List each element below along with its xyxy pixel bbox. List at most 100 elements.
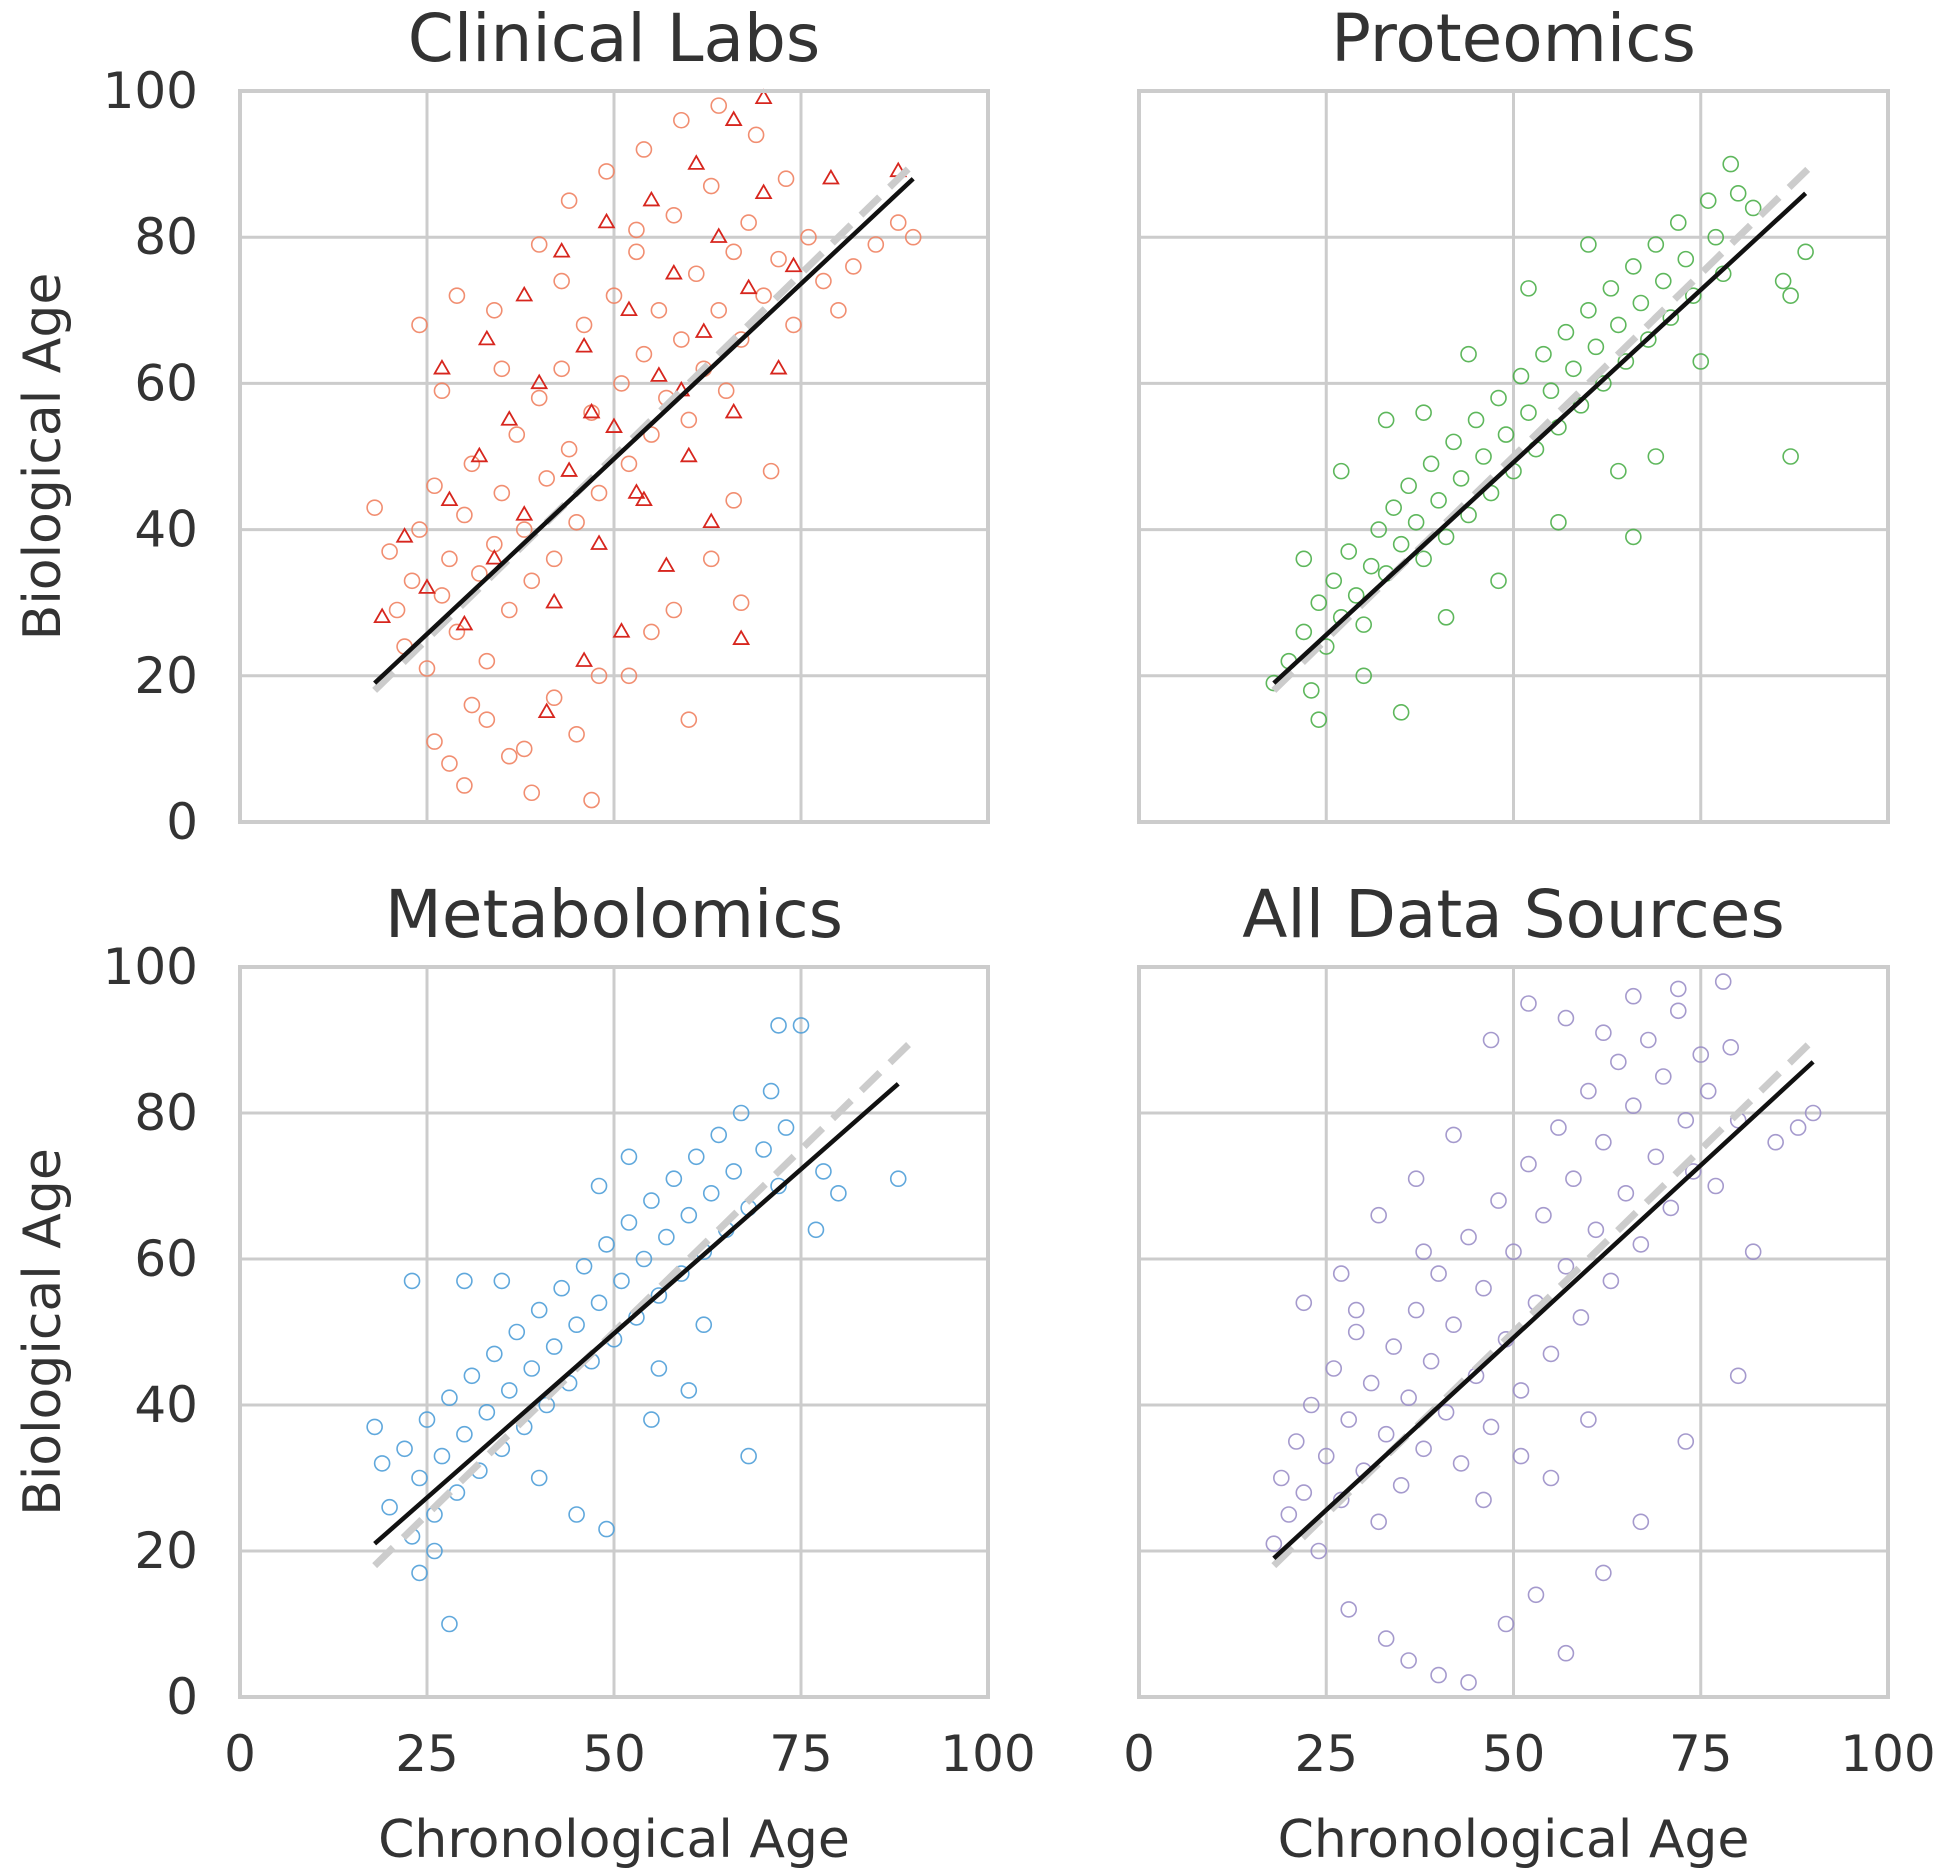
data-point bbox=[1505, 1243, 1522, 1260]
panel-2: Proteomics bbox=[1137, 0, 1890, 824]
data-point bbox=[724, 110, 743, 126]
data-point bbox=[433, 587, 451, 604]
series-circle bbox=[1265, 973, 1822, 1691]
data-point bbox=[440, 490, 459, 507]
data-point bbox=[1497, 1615, 1515, 1633]
data-point bbox=[1355, 616, 1372, 633]
data-point bbox=[1625, 528, 1642, 546]
data-point bbox=[598, 1236, 615, 1253]
data-point bbox=[845, 258, 862, 275]
y-tick-label: 0 bbox=[166, 793, 198, 851]
data-point bbox=[493, 360, 511, 378]
data-point bbox=[664, 263, 683, 280]
data-point bbox=[403, 1272, 421, 1290]
data-point bbox=[1557, 323, 1575, 341]
data-point bbox=[784, 256, 803, 273]
data-point bbox=[628, 221, 645, 239]
series-circle bbox=[366, 97, 922, 809]
data-point bbox=[725, 492, 742, 509]
regression-fit-line bbox=[1272, 1060, 1815, 1560]
data-point bbox=[605, 417, 623, 433]
data-point bbox=[1407, 513, 1425, 531]
data-point bbox=[1684, 287, 1702, 304]
data-point bbox=[1332, 462, 1350, 480]
data-point bbox=[755, 287, 772, 304]
x-tick-label: 0 bbox=[1123, 1725, 1155, 1783]
data-point bbox=[523, 1360, 541, 1377]
data-point bbox=[732, 594, 750, 612]
data-point bbox=[732, 1104, 750, 1122]
data-point bbox=[1370, 1513, 1387, 1531]
data-point bbox=[1692, 353, 1710, 370]
data-point bbox=[1482, 1031, 1500, 1049]
data-point bbox=[470, 446, 489, 463]
data-point bbox=[575, 337, 593, 353]
data-point bbox=[1669, 214, 1687, 231]
data-point bbox=[523, 572, 541, 590]
data-point bbox=[1415, 1243, 1432, 1260]
data-point bbox=[1632, 294, 1650, 312]
data-point bbox=[1655, 272, 1672, 290]
data-point bbox=[1542, 382, 1560, 400]
y-tick-label: 60 bbox=[134, 1230, 198, 1288]
data-point bbox=[680, 711, 698, 728]
data-point bbox=[732, 629, 751, 645]
data-point bbox=[1512, 367, 1530, 385]
data-point bbox=[1729, 185, 1747, 202]
data-point bbox=[560, 440, 578, 458]
axes-frame bbox=[238, 965, 990, 1699]
data-point bbox=[448, 1484, 466, 1501]
data-point bbox=[1287, 1433, 1305, 1450]
data-point bbox=[643, 1192, 660, 1209]
data-point bbox=[1340, 1411, 1358, 1428]
y-tick-label: 20 bbox=[134, 647, 198, 705]
data-point bbox=[1580, 236, 1597, 253]
data-point bbox=[1580, 1411, 1597, 1428]
data-point bbox=[1789, 1119, 1807, 1136]
data-point bbox=[702, 512, 721, 528]
data-point bbox=[590, 534, 608, 550]
x-tick-label: 50 bbox=[582, 1725, 646, 1783]
data-point bbox=[418, 1411, 436, 1428]
data-point bbox=[493, 1272, 511, 1290]
data-point bbox=[1400, 1389, 1417, 1406]
data-point bbox=[702, 550, 720, 568]
data-point bbox=[680, 1206, 698, 1224]
data-point bbox=[478, 711, 496, 728]
data-point bbox=[448, 287, 466, 304]
data-point bbox=[411, 521, 428, 538]
regression-fit-line bbox=[373, 1082, 900, 1546]
data-point bbox=[687, 154, 706, 170]
data-point bbox=[1497, 426, 1515, 443]
data-point bbox=[1400, 1652, 1417, 1669]
data-point bbox=[807, 1221, 825, 1239]
panel-1: Clinical Labs 0 20 40 60 80 100 Biological Age bbox=[13, 0, 990, 851]
data-point bbox=[426, 1542, 443, 1560]
data-point bbox=[1714, 973, 1732, 990]
data-point bbox=[1587, 338, 1605, 356]
data-point bbox=[1310, 1542, 1328, 1560]
data-point bbox=[1774, 272, 1792, 290]
data-point bbox=[770, 1177, 787, 1195]
data-point bbox=[620, 1148, 638, 1166]
data-point bbox=[1295, 1294, 1313, 1312]
data-point bbox=[373, 1455, 391, 1472]
data-point bbox=[448, 623, 466, 641]
data-point bbox=[1699, 192, 1717, 209]
data-point bbox=[1684, 1163, 1702, 1180]
y-tick-label: 20 bbox=[134, 1522, 198, 1580]
data-point bbox=[545, 550, 563, 568]
data-point bbox=[1415, 1440, 1432, 1458]
data-point bbox=[471, 565, 488, 582]
data-point bbox=[612, 622, 631, 638]
data-point bbox=[889, 1170, 907, 1187]
data-point bbox=[1595, 1564, 1612, 1582]
data-point bbox=[1617, 353, 1635, 370]
data-point bbox=[373, 607, 392, 624]
data-point bbox=[1557, 1009, 1575, 1027]
data-point bbox=[1512, 1447, 1530, 1465]
data-point bbox=[1362, 557, 1380, 575]
data-point bbox=[500, 1382, 518, 1399]
data-point bbox=[1804, 1104, 1822, 1122]
data-point bbox=[665, 1170, 683, 1187]
